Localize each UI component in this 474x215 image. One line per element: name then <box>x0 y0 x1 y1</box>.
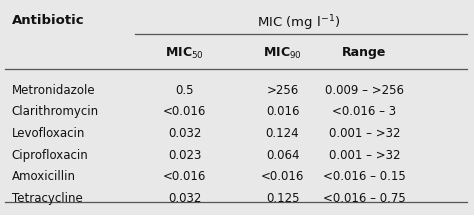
Text: Ciprofloxacin: Ciprofloxacin <box>12 149 89 162</box>
Text: Tetracycline: Tetracycline <box>12 192 82 205</box>
Text: <0.016 – 3: <0.016 – 3 <box>332 105 396 118</box>
Text: 0.064: 0.064 <box>266 149 299 162</box>
Text: Amoxicillin: Amoxicillin <box>12 170 76 183</box>
Text: Range: Range <box>342 46 387 58</box>
Text: <0.016: <0.016 <box>261 170 304 183</box>
Text: 0.125: 0.125 <box>266 192 299 205</box>
Text: MIC$_{90}$: MIC$_{90}$ <box>263 46 302 61</box>
Text: 0.124: 0.124 <box>266 127 299 140</box>
Text: MIC (mg l$^{-1}$): MIC (mg l$^{-1}$) <box>257 14 340 33</box>
Text: 0.016: 0.016 <box>266 105 299 118</box>
Text: Antibiotic: Antibiotic <box>12 14 84 27</box>
Text: >256: >256 <box>266 84 299 97</box>
Text: 0.023: 0.023 <box>168 149 201 162</box>
Text: 0.001 – >32: 0.001 – >32 <box>328 149 400 162</box>
Text: <0.016: <0.016 <box>163 105 206 118</box>
Text: MIC$_{50}$: MIC$_{50}$ <box>165 46 204 61</box>
Text: 0.5: 0.5 <box>175 84 194 97</box>
Text: Clarithromycin: Clarithromycin <box>12 105 99 118</box>
Text: 0.001 – >32: 0.001 – >32 <box>328 127 400 140</box>
Text: <0.016: <0.016 <box>163 170 206 183</box>
Text: <0.016 – 0.15: <0.016 – 0.15 <box>323 170 406 183</box>
Text: 0.009 – >256: 0.009 – >256 <box>325 84 404 97</box>
Text: Levofloxacin: Levofloxacin <box>12 127 85 140</box>
Text: 0.032: 0.032 <box>168 192 201 205</box>
Text: Metronidazole: Metronidazole <box>12 84 95 97</box>
Text: 0.032: 0.032 <box>168 127 201 140</box>
Text: <0.016 – 0.75: <0.016 – 0.75 <box>323 192 406 205</box>
